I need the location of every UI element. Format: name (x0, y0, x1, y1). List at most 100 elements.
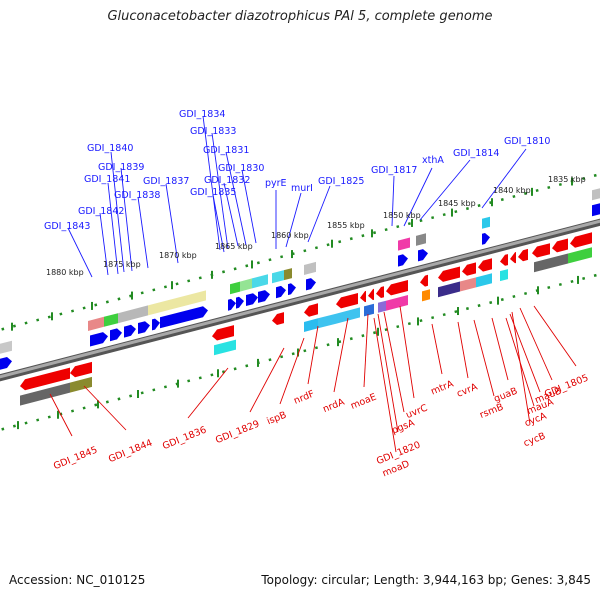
scale-tick-label: 1855 kbp (327, 221, 365, 230)
forward-gene-arrow (160, 306, 208, 329)
scale-tick-label: 1875 kbp (103, 260, 141, 269)
leader-line (165, 183, 179, 264)
reverse-gene-arrow (500, 254, 508, 266)
gene-label: GDI_1830 (218, 163, 264, 174)
gene-label: GDI_1817 (371, 165, 417, 176)
gene-label: GDI_1829 (214, 419, 261, 447)
cog-class-bar (438, 281, 460, 298)
gene-label: GDI_1835 (190, 187, 236, 198)
forward-gene-arrow (306, 278, 316, 291)
forward-gene-arrow (0, 357, 12, 370)
cog-class-bar (240, 278, 252, 292)
cog-class-bar (592, 188, 600, 201)
leader-line (212, 194, 225, 253)
gene-label: GDI_1841 (84, 174, 130, 185)
scale-tick-label: 1845 kbp (438, 199, 476, 208)
forward-gene-arrow (276, 285, 286, 299)
cog-class-bar (318, 313, 336, 329)
forward-gene-arrow (236, 296, 244, 309)
gene-label: GDI_1834 (179, 109, 225, 120)
cog-class-bar (304, 261, 316, 275)
cog-class-bar (214, 339, 236, 356)
cog-class-bar (500, 269, 508, 282)
cog-class-bar (416, 233, 426, 246)
leader-line (431, 323, 443, 375)
forward-gene-arrow (110, 328, 122, 342)
leader-line (307, 325, 319, 385)
gene-label: GDI_1814 (453, 148, 499, 159)
forward-gene-arrow (258, 290, 270, 303)
gene-label: nrdF (292, 389, 316, 407)
reverse-gene-arrow (518, 248, 528, 262)
leader-line (457, 321, 469, 379)
reverse-gene-arrow (70, 361, 92, 378)
cog-class-bar (284, 268, 292, 281)
scale-tick-label: 1865 kbp (215, 242, 253, 251)
cog-class-bar (70, 376, 92, 393)
genome-title: Gluconacetobacter diazotrophicus PAl 5, … (107, 9, 493, 24)
reverse-gene-arrow (478, 258, 492, 272)
gene-label: pgsA (390, 417, 416, 436)
forward-gene-arrow (138, 321, 150, 334)
cog-class-bar (364, 303, 374, 317)
scale-tick-label: 1850 kbp (383, 211, 421, 220)
leader-line (187, 367, 229, 419)
cog-class-bar (476, 273, 492, 288)
accession-text: Accession: NC_010125 (9, 573, 146, 587)
cog-class-bar (386, 295, 408, 311)
gene-label: GDI_1840 (87, 143, 133, 154)
gene-label: guaB (492, 386, 519, 405)
gene-label: GDI_1844 (107, 438, 154, 466)
leader-line (249, 347, 285, 413)
leader-line (473, 319, 495, 397)
gene-label: murI (291, 183, 313, 194)
gene-label: GDI_1805 (543, 373, 590, 401)
cog-class-bar (568, 247, 592, 264)
cog-class-bar (336, 307, 360, 324)
leader-line (481, 148, 527, 209)
reverse-gene-arrow (510, 252, 516, 264)
gene-label: GDI_1836 (161, 425, 208, 453)
forward-gene-arrow (288, 283, 296, 296)
leader-line (383, 311, 405, 413)
leader-line (110, 151, 125, 273)
reverse-gene-arrow (20, 367, 70, 391)
scale-tick-label: 1860 kbp (271, 231, 309, 240)
gene-label: GDI_1843 (44, 221, 90, 232)
gene-label: mtrA (429, 378, 455, 397)
gene-label: cvrA (455, 381, 479, 399)
leader-line (223, 182, 239, 247)
leader-line (307, 185, 331, 243)
leader-line (99, 212, 109, 276)
leader-line (241, 169, 257, 244)
gene-label: uvrC (404, 402, 429, 421)
gene-label: GDI_1833 (190, 126, 236, 137)
forward-gene-arrow (398, 254, 408, 267)
reverse-gene-arrow (272, 312, 284, 325)
gene-label: GDI_1825 (318, 176, 364, 187)
gene-label: pyrE (265, 178, 287, 189)
forward-gene-arrow (90, 332, 108, 347)
reverse-gene-arrow (462, 262, 476, 276)
cog-class-bar (534, 253, 568, 273)
reverse-gene-arrow (420, 274, 428, 287)
leader-line (137, 196, 149, 269)
leader-line (399, 305, 415, 399)
reverse-gene-arrow (304, 303, 318, 317)
gene-label: GDI_1839 (98, 162, 144, 173)
leader-line (403, 167, 433, 227)
cog-class-bar (304, 318, 318, 332)
leader-line (491, 317, 509, 381)
gene-label: GDI_1831 (203, 145, 249, 156)
reverse-gene-arrow (376, 286, 384, 298)
cog-class-bar (118, 305, 148, 324)
gene-label: GDI_1810 (504, 136, 550, 147)
forward-gene-arrow (592, 203, 600, 217)
gene-label: GDI_1838 (114, 190, 160, 201)
leader-line (225, 151, 247, 246)
leader-line (67, 227, 93, 278)
gene-label: cycB (522, 431, 547, 450)
leader-line (333, 317, 349, 393)
